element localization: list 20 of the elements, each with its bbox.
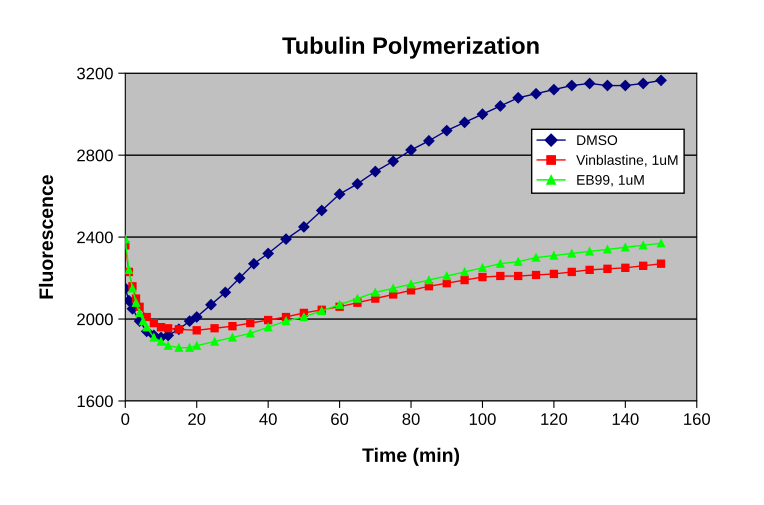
x-tick-label: 160 <box>684 413 710 426</box>
y-tick-label: 2000 <box>77 313 113 326</box>
y-tick-label: 1600 <box>78 395 113 408</box>
y-tick-label: 2800 <box>77 150 113 162</box>
x-tick-label: 140 <box>612 413 639 426</box>
y-tick-label: 3200 <box>77 68 113 80</box>
x-tick-label: 60 <box>331 413 348 426</box>
x-tick-label: 80 <box>402 413 420 426</box>
legend-label: DMSO <box>577 135 618 146</box>
legend-label: Vinblastine, 1uM <box>576 154 678 167</box>
x-tick-label: 0 <box>121 413 130 426</box>
y-tick-label: 2400 <box>77 232 113 244</box>
x-axis-title: Time (min) <box>362 448 460 466</box>
x-tick-label: 40 <box>259 413 277 426</box>
x-tick-label: 120 <box>541 413 568 426</box>
x-tick-label: 100 <box>470 413 496 426</box>
legend-label: EB99, 1uM <box>577 175 644 187</box>
chart-title: Tubulin Polymerization <box>282 36 539 59</box>
y-axis-title: Fluorescence <box>38 175 54 298</box>
x-tick-label: 20 <box>188 413 206 426</box>
